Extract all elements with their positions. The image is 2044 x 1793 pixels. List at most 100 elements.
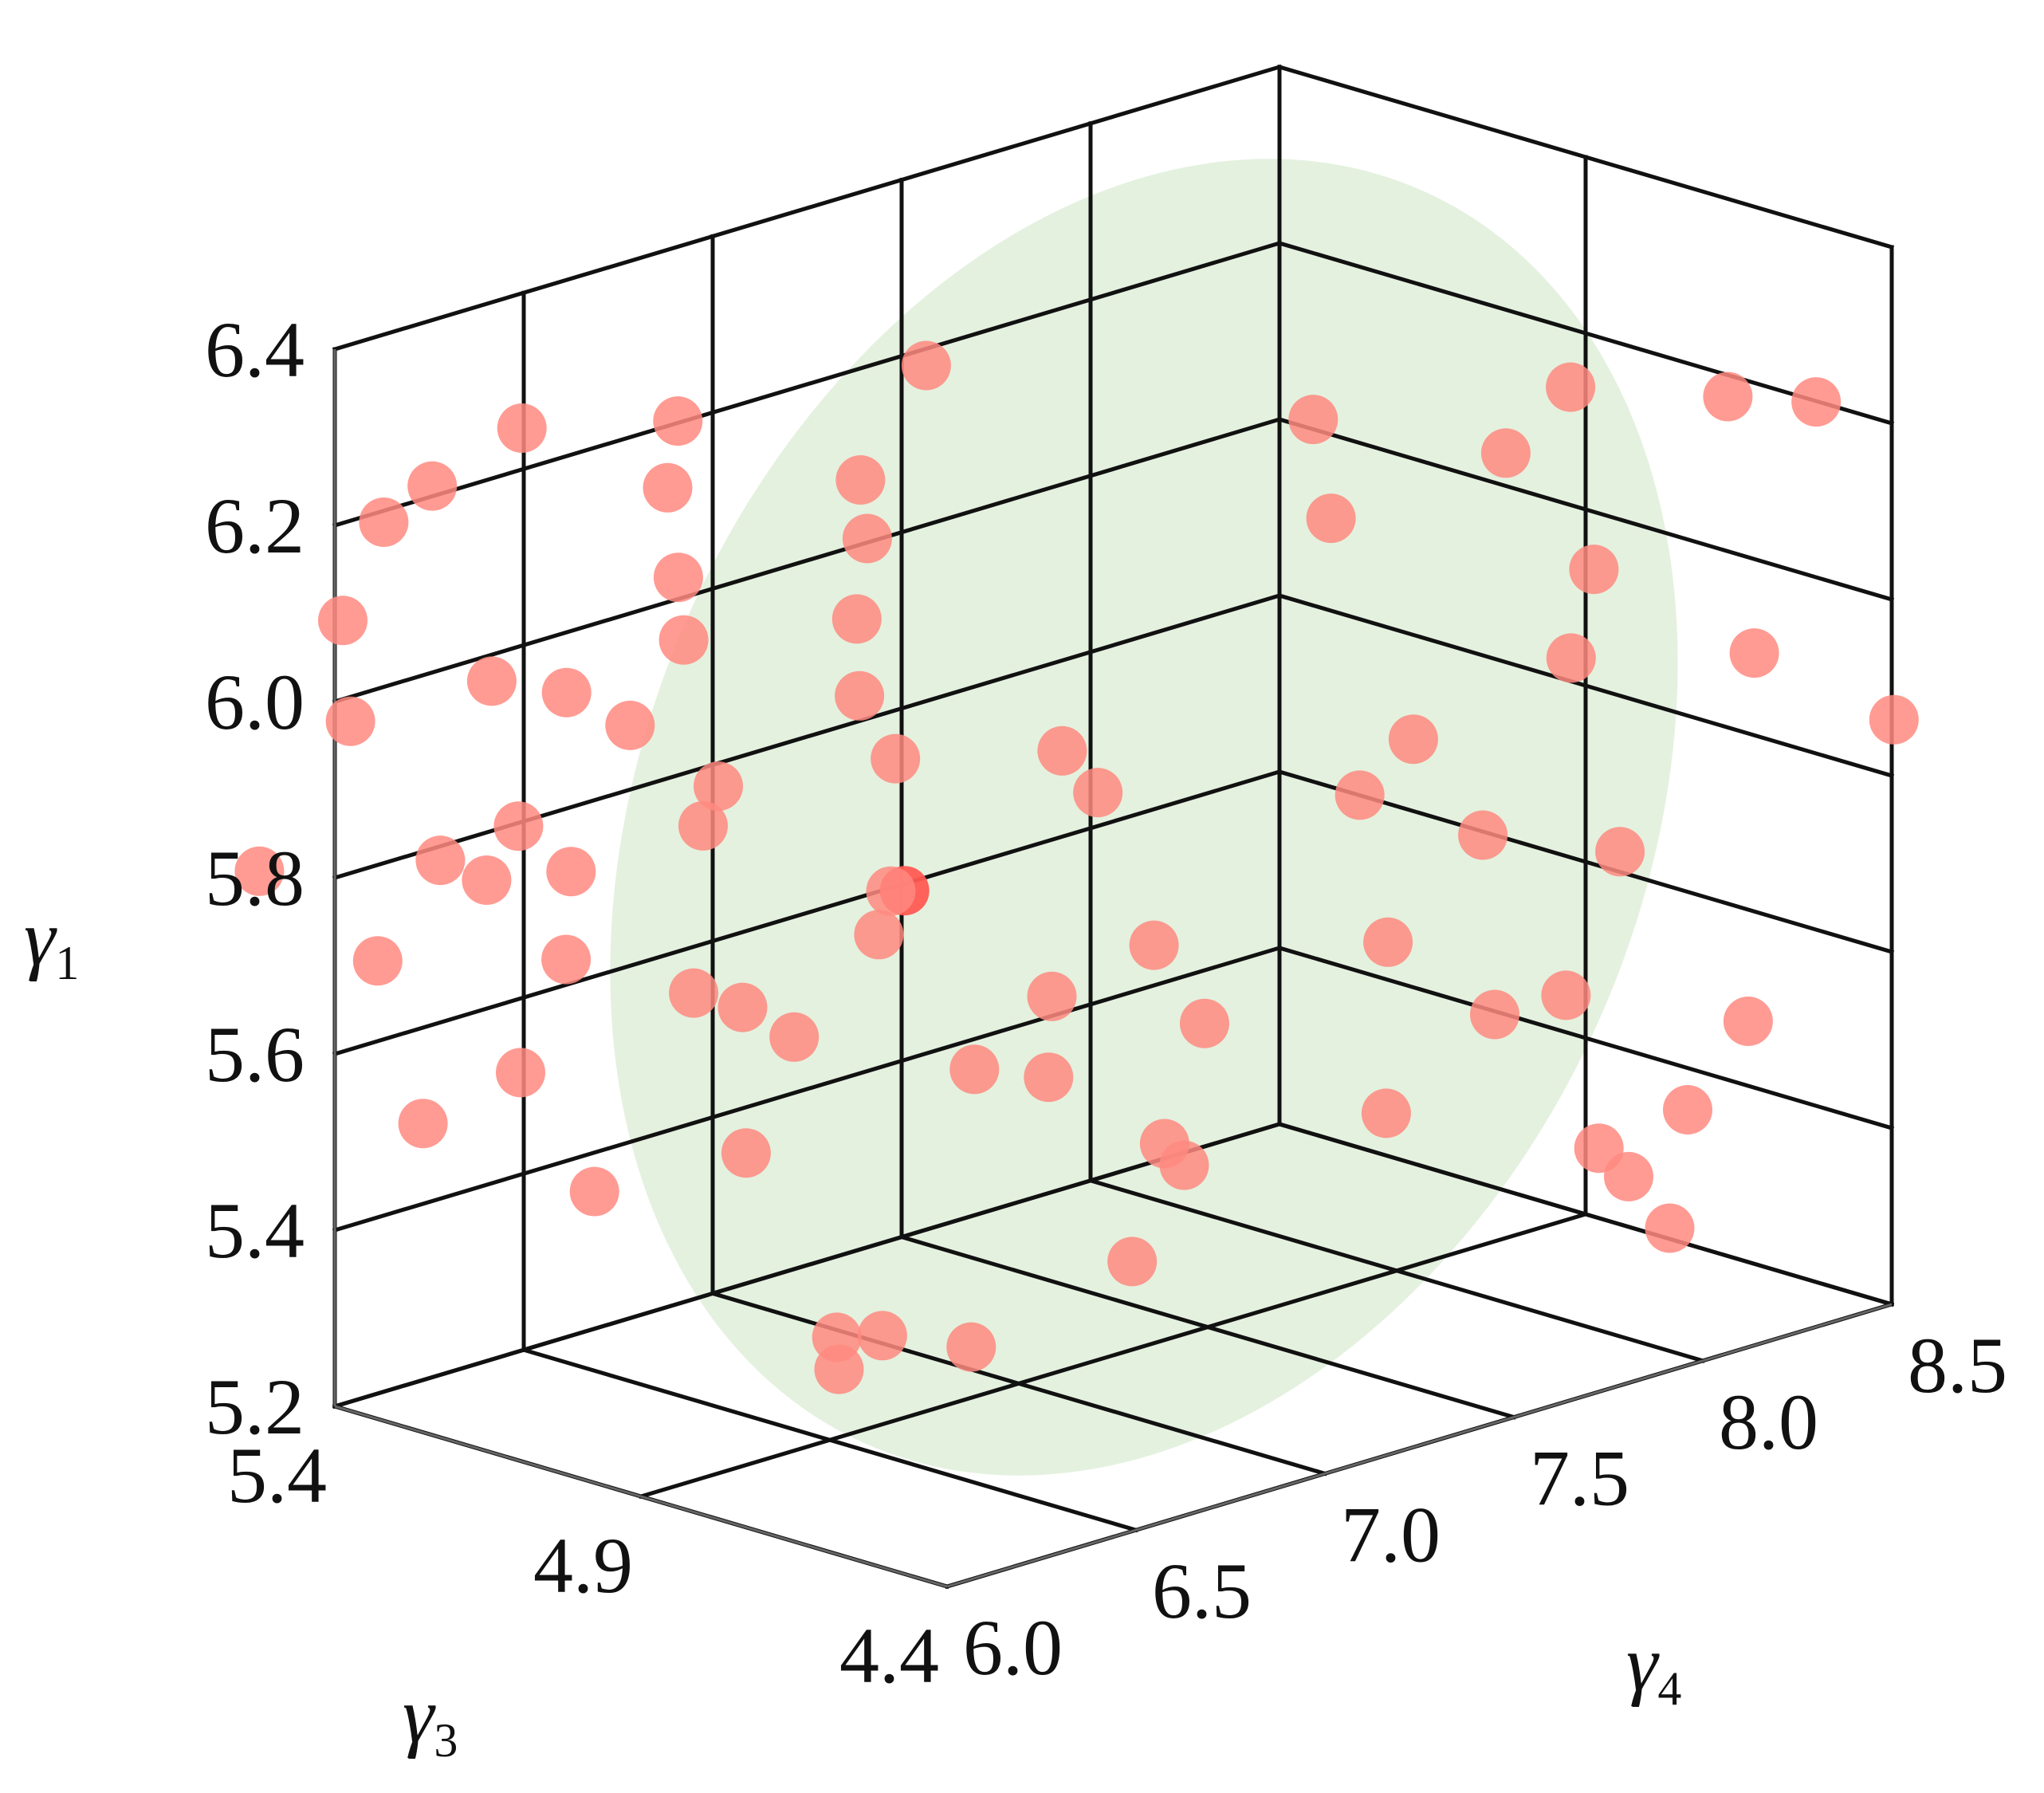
z-tick-label: 6.4: [205, 305, 305, 394]
data-point: [1027, 971, 1077, 1021]
data-point: [1546, 362, 1596, 412]
data-point: [835, 670, 885, 721]
data-point: [1729, 628, 1779, 678]
data-point: [1361, 1088, 1411, 1138]
data-point: [1073, 768, 1123, 818]
data-points: [234, 340, 1919, 1394]
z-tick-label: 5.2: [205, 1362, 305, 1451]
data-point: [466, 656, 517, 706]
data-point: [541, 667, 592, 718]
data-point: [866, 866, 916, 916]
data-point: [653, 396, 703, 446]
data-point: [1541, 970, 1591, 1020]
data-point: [1388, 714, 1438, 765]
grid-line-back-z-6: [332, 64, 1283, 352]
grid-line-back-z-4: [332, 416, 1283, 705]
data-point: [541, 934, 592, 985]
data-point: [1723, 997, 1773, 1046]
data-point: [1129, 920, 1179, 970]
z-tick-label: 5.4: [205, 1186, 305, 1275]
axis-lines: [333, 349, 1893, 1588]
data-point: [352, 936, 403, 986]
y-tick-label: 7.0: [1341, 1490, 1441, 1579]
data-point: [493, 801, 544, 851]
z-tick-label: 5.8: [205, 834, 305, 922]
data-point: [901, 340, 951, 391]
data-point: [717, 982, 768, 1032]
data-point: [678, 800, 728, 851]
data-point: [234, 846, 285, 896]
data-point: [415, 836, 466, 886]
data-point: [653, 552, 703, 603]
data-point: [325, 696, 375, 746]
data-point: [1869, 694, 1919, 745]
grid-line-floor-x-1: [638, 1211, 1589, 1500]
x-tick-label: 5.4: [227, 1431, 327, 1520]
grid-line-floor-x-0: [332, 1121, 1283, 1410]
data-point: [497, 403, 547, 453]
grid-line-back-z-5: [332, 240, 1283, 529]
x-axis-line: [334, 1405, 948, 1588]
data-point: [949, 1044, 1000, 1095]
data-point: [871, 733, 921, 784]
grid-line-back-z-1: [332, 945, 1283, 1233]
data-point: [1024, 1052, 1074, 1103]
data-point: [496, 1048, 545, 1098]
data-point: [1288, 395, 1338, 445]
y-axis-line: [946, 1303, 1893, 1588]
z-axis-title: γ1: [24, 894, 79, 989]
y-tick-label: 7.5: [1530, 1434, 1629, 1523]
data-point: [569, 1166, 619, 1217]
data-point: [1363, 917, 1413, 967]
data-point: [407, 461, 458, 511]
grid-line-back-z-3: [332, 592, 1283, 881]
data-point: [1595, 827, 1645, 877]
z-tick-label: 5.6: [205, 1010, 305, 1099]
y-tick-label: 8.0: [1719, 1378, 1818, 1466]
data-point: [857, 1311, 907, 1361]
data-point: [769, 1012, 820, 1062]
data-point: [1306, 493, 1356, 544]
confidence-ellipse: [610, 159, 1678, 1476]
data-point: [854, 910, 904, 960]
data-point: [831, 594, 882, 644]
data-point: [1791, 377, 1842, 427]
data-point: [1139, 1119, 1189, 1169]
data-point: [1107, 1237, 1158, 1287]
data-point: [946, 1322, 996, 1372]
z-tick-label: 6.0: [205, 658, 305, 746]
data-point: [835, 455, 886, 505]
data-point: [669, 968, 719, 1018]
data-point: [1470, 989, 1519, 1040]
data-point: [318, 596, 368, 646]
data-point: [1458, 810, 1508, 860]
y-tick-label: 6.5: [1152, 1547, 1252, 1635]
data-point: [721, 1128, 771, 1178]
data-point: [1037, 725, 1087, 776]
data-point: [398, 1099, 448, 1149]
data-point: [694, 761, 743, 812]
data-point: [658, 615, 709, 665]
data-point: [814, 1344, 864, 1394]
x-tick-label: 4.4: [839, 1611, 939, 1700]
data-point: [842, 513, 892, 564]
z-tick-label: 6.2: [205, 482, 305, 570]
x-axis-title: γ3: [403, 1671, 458, 1767]
data-point: [359, 497, 409, 547]
data-point: [1703, 372, 1753, 422]
y-axis-title: γ4: [1626, 1619, 1681, 1715]
data-point: [1180, 998, 1229, 1048]
data-point: [546, 847, 596, 897]
data-point: [1334, 770, 1385, 820]
y-tick-label: 8.5: [1908, 1321, 2007, 1410]
data-point: [1663, 1085, 1712, 1134]
y-tick-label: 6.0: [963, 1603, 1063, 1692]
data-point: [1480, 428, 1531, 478]
data-point: [462, 855, 512, 905]
grid-line-back-z-2: [332, 769, 1283, 1057]
data-point: [1645, 1203, 1695, 1253]
data-point: [1546, 633, 1596, 683]
data-point: [605, 700, 655, 750]
axis-labels: 5.25.45.65.86.06.26.45.44.94.4 6.06.57.07…: [24, 305, 2007, 1767]
